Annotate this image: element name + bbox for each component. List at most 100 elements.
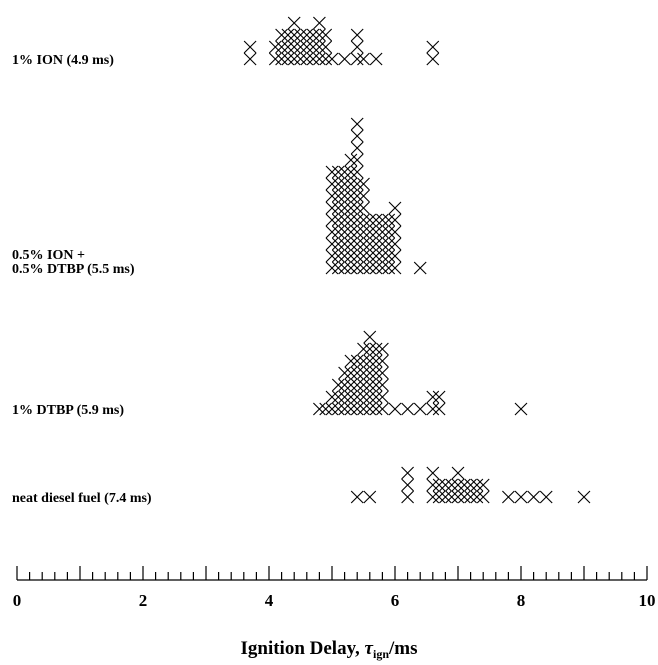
- x-mark: [363, 213, 377, 227]
- x-mark: [344, 378, 358, 392]
- x-tick-label: 2: [139, 591, 148, 610]
- x-mark: [338, 177, 351, 191]
- x-mark: [300, 40, 314, 54]
- x-mark: [275, 28, 288, 42]
- x-mark: [331, 261, 345, 275]
- x-mark: [369, 237, 383, 251]
- x-mark: [426, 52, 440, 66]
- x-mark: [300, 52, 314, 66]
- x-mark: [344, 201, 358, 215]
- x-mark: [369, 354, 383, 368]
- x-mark: [344, 153, 358, 167]
- x-mark: [376, 366, 389, 380]
- x-mark: [325, 261, 339, 275]
- x-mark: [338, 225, 351, 239]
- x-mark: [331, 378, 345, 392]
- x-mark: [382, 237, 396, 251]
- x-mark: [294, 28, 307, 42]
- x-mark: [539, 490, 553, 504]
- x-mark: [331, 237, 345, 251]
- x-mark: [363, 342, 377, 356]
- x-mark: [344, 390, 358, 404]
- x-mark: [577, 490, 591, 504]
- x-mark: [363, 237, 377, 251]
- group-label: neat diesel fuel (7.4 ms): [12, 491, 152, 506]
- x-mark: [426, 40, 440, 54]
- x-mark: [350, 141, 364, 155]
- x-mark: [331, 213, 345, 227]
- x-mark: [325, 177, 339, 191]
- x-mark: [476, 490, 490, 504]
- x-mark: [350, 165, 364, 179]
- x-mark: [357, 177, 370, 191]
- x-mark: [350, 153, 364, 167]
- x-mark: [331, 177, 345, 191]
- x-mark: [388, 225, 402, 239]
- x-mark: [325, 213, 339, 227]
- x-mark: [357, 261, 370, 275]
- x-mark: [306, 40, 320, 54]
- x-mark: [331, 165, 345, 179]
- x-mark: [331, 225, 345, 239]
- x-mark: [363, 366, 377, 380]
- x-mark: [357, 225, 370, 239]
- x-mark: [514, 402, 528, 416]
- x-tick-label: 6: [391, 591, 400, 610]
- x-mark: [281, 40, 295, 54]
- x-mark: [344, 213, 358, 227]
- x-mark: [350, 201, 364, 215]
- x-mark: [470, 478, 484, 492]
- x-mark: [502, 490, 515, 504]
- x-label-unit: /ms: [388, 638, 418, 659]
- x-mark: [363, 490, 377, 504]
- x-mark: [432, 402, 446, 416]
- x-mark: [350, 402, 364, 416]
- x-mark: [338, 237, 351, 251]
- x-mark: [413, 261, 427, 275]
- x-mark: [350, 390, 364, 404]
- x-mark: [357, 52, 370, 66]
- x-mark: [451, 478, 465, 492]
- x-mark: [451, 490, 465, 504]
- x-mark: [338, 366, 351, 380]
- x-mark: [294, 52, 307, 66]
- x-mark: [464, 490, 477, 504]
- x-mark: [287, 40, 301, 54]
- x-mark: [306, 52, 320, 66]
- x-mark: [457, 478, 471, 492]
- x-mark: [338, 189, 351, 203]
- group-label: 0.5% DTBP (5.5 ms): [12, 262, 135, 277]
- x-mark: [275, 40, 288, 54]
- x-mark: [350, 225, 364, 239]
- x-mark: [376, 354, 389, 368]
- x-mark: [426, 402, 440, 416]
- x-mark: [331, 402, 345, 416]
- x-mark: [357, 342, 370, 356]
- x-tick-label: 10: [639, 591, 656, 610]
- x-mark: [445, 478, 459, 492]
- x-mark: [300, 28, 314, 42]
- x-mark: [432, 490, 446, 504]
- x-mark: [281, 52, 295, 66]
- x-mark: [388, 402, 402, 416]
- x-mark: [350, 129, 364, 143]
- x-mark: [426, 466, 440, 480]
- x-mark: [325, 52, 339, 66]
- x-label-subscript: ign: [373, 647, 389, 661]
- x-mark: [445, 490, 459, 504]
- x-mark: [331, 201, 345, 215]
- x-mark: [357, 249, 370, 263]
- x-mark: [325, 390, 339, 404]
- x-mark: [344, 225, 358, 239]
- x-mark: [338, 201, 351, 215]
- x-mark: [457, 490, 471, 504]
- x-mark: [357, 390, 370, 404]
- x-mark: [325, 225, 339, 239]
- x-mark: [401, 478, 414, 492]
- x-mark: [369, 225, 383, 239]
- x-mark: [350, 490, 364, 504]
- x-mark: [306, 28, 320, 42]
- x-mark: [325, 402, 339, 416]
- x-mark: [325, 189, 339, 203]
- x-mark: [350, 213, 364, 227]
